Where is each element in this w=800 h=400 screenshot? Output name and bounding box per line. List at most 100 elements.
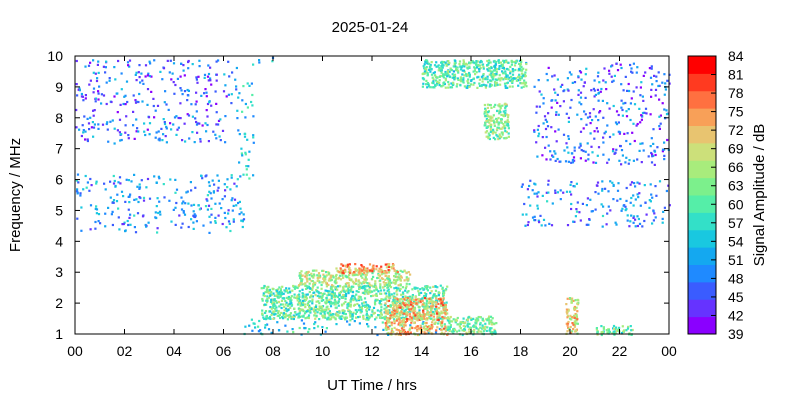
heatmap-cell [118,131,121,134]
heatmap-cell [94,207,97,210]
heatmap-cell [431,300,434,303]
heatmap-cell [651,83,654,86]
heatmap-cell [431,305,434,308]
heatmap-cell [108,79,111,82]
heatmap-cell [127,134,130,137]
heatmap-cell [355,293,358,296]
heatmap-cell [89,61,92,64]
heatmap-cell [116,193,119,196]
heatmap-cell [270,298,273,301]
heatmap-cell [505,75,508,78]
heatmap-cell [620,83,623,86]
heatmap-cell [296,297,299,300]
heatmap-cell [506,116,510,119]
x-tick-label: 12 [364,343,380,359]
heatmap-cell [576,310,579,313]
heatmap-cell [370,315,374,318]
heatmap-cell [365,316,369,319]
heatmap-cell [172,81,175,84]
heatmap-cell [87,122,91,125]
heatmap-cell [640,114,643,117]
heatmap-cell [237,129,240,132]
heatmap-cell [512,77,515,80]
colorbar-segment [688,281,716,300]
heatmap-cell [248,324,251,327]
heatmap-cell [458,329,461,332]
heatmap-cell [164,90,167,93]
heatmap-cell [407,304,410,307]
heatmap-cell [302,283,305,286]
heatmap-cell [426,326,429,329]
heatmap-cell [426,62,429,65]
heatmap-cell [124,124,127,127]
heatmap-cell [355,316,358,319]
heatmap-cell [228,75,231,78]
heatmap-cell [507,61,510,64]
heatmap-cell [584,73,587,76]
heatmap-cell [134,73,137,76]
heatmap-cell [628,89,631,93]
heatmap-cell [293,287,296,290]
heatmap-cell [366,285,369,288]
heatmap-cell [258,61,261,64]
heatmap-cell [122,102,125,106]
colorbar [687,55,717,335]
heatmap-cell [170,128,173,131]
heatmap-cell [374,299,377,302]
heatmap-cell [246,106,249,109]
heatmap-cell [195,220,198,223]
heatmap-cell [405,285,408,288]
heatmap-cell [322,269,325,272]
heatmap-cell [127,179,130,182]
heatmap-cell [179,117,182,120]
heatmap-cell [395,307,398,310]
heatmap-cell [378,300,381,303]
heatmap-cell [507,124,510,127]
heatmap-cell [174,83,177,87]
heatmap-cell [615,110,619,113]
heatmap-cell [276,321,279,324]
heatmap-cell [102,65,105,68]
heatmap-cell [229,229,232,233]
heatmap-cell [408,312,411,316]
heatmap-cell [444,79,447,82]
heatmap-cell [344,270,347,273]
heatmap-cell [190,218,193,221]
heatmap-cell [578,70,582,73]
heatmap-cell [437,312,440,316]
heatmap-cell [286,314,289,317]
heatmap-cell [386,317,389,320]
heatmap-cell [367,318,370,321]
heatmap-cell [398,302,402,305]
heatmap-cell [354,309,357,312]
heatmap-cell [495,68,498,71]
heatmap-cell [348,323,351,326]
heatmap-cell [176,77,179,80]
heatmap-cell [604,130,607,133]
heatmap-cell [422,309,425,312]
heatmap-cell [404,332,407,335]
heatmap-cell [577,93,580,96]
heatmap-cell [579,157,582,160]
heatmap-cell [242,218,246,221]
heatmap-cell [579,142,582,145]
heatmap-cell [498,74,501,77]
heatmap-cell [442,294,445,298]
heatmap-cell [632,216,635,219]
heatmap-cell [662,210,665,213]
heatmap-cell [565,311,568,314]
heatmap-cell [172,208,175,211]
heatmap-cell [313,291,316,294]
heatmap-cell [370,313,373,316]
heatmap-cell [127,208,130,211]
heatmap-cell [111,223,114,227]
heatmap-cell [316,290,319,293]
heatmap-cell [387,275,390,278]
heatmap-cell [338,276,341,279]
heatmap-cell [595,328,598,331]
heatmap-cell [486,106,489,109]
heatmap-cell [286,330,289,333]
heatmap-cell [464,321,467,324]
heatmap-cell [416,329,419,332]
heatmap-cell [395,290,398,293]
